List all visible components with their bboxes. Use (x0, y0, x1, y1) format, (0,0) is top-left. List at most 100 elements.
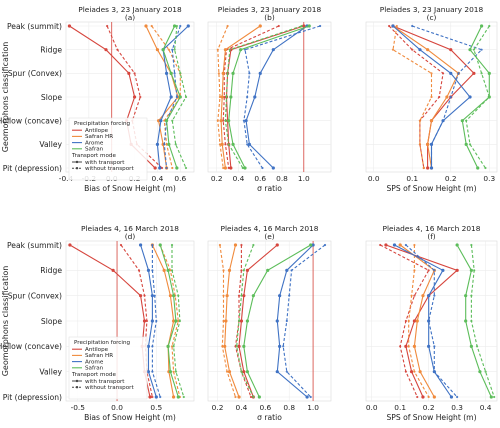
data-point (468, 48, 472, 52)
data-point (161, 48, 165, 52)
data-point (169, 71, 173, 75)
x-tick-label: 0.4 (152, 174, 164, 183)
data-point (488, 24, 491, 28)
data-point (175, 95, 178, 99)
data-point (172, 345, 175, 348)
data-point (426, 142, 430, 146)
data-point (488, 95, 491, 99)
y-tick-label: Hollow (concave) (0, 342, 62, 351)
data-point (148, 395, 152, 399)
data-point (178, 319, 181, 323)
data-point (154, 395, 158, 399)
data-point (323, 243, 327, 247)
y-tick-label: Peak (summit) (7, 22, 62, 31)
data-point (222, 269, 225, 272)
data-point (222, 119, 225, 122)
x-tick-label: 0.3 (451, 403, 463, 412)
data-point (163, 143, 166, 146)
data-point (217, 72, 220, 75)
data-point (225, 294, 229, 298)
data-point (155, 142, 160, 146)
x-tick-label: 0.2 (423, 403, 435, 412)
data-point (242, 294, 246, 298)
data-point (246, 143, 249, 146)
x-tick-label: 0.3 (483, 174, 495, 183)
data-point (166, 268, 170, 272)
data-point (412, 319, 417, 323)
data-point (266, 268, 270, 272)
data-point (418, 119, 422, 122)
data-point (427, 344, 431, 348)
data-point (253, 95, 257, 99)
data-point (170, 345, 174, 348)
data-point (248, 72, 251, 75)
data-point (399, 345, 402, 348)
data-point (226, 24, 229, 28)
y-tick-label: Valley (39, 367, 62, 376)
data-point (67, 24, 72, 28)
data-point (170, 269, 174, 272)
panel-title: Pleiades 4, 16 March 2018 (81, 224, 179, 233)
data-point (421, 395, 425, 399)
chart-panel-d: Peak (summit) Ridge Spur (Convex) Slope Holl… (0, 224, 195, 422)
data-point (449, 395, 454, 399)
panel-subtitle: (f) (427, 232, 435, 241)
data-point (158, 243, 162, 247)
x-tick-label: 0.8 (283, 403, 295, 412)
data-point (379, 243, 382, 247)
x-axis-label: Bias of Snow Height (m) (84, 413, 176, 422)
data-point (277, 24, 280, 28)
data-point (245, 268, 250, 272)
data-point (469, 268, 473, 272)
data-point (227, 268, 232, 272)
chart-panel-e: 0.2 0.4 0.6 0.8 1.0 Pleiades 4, 16 March 2018… (207, 224, 332, 422)
data-point (229, 95, 233, 99)
data-point (398, 243, 402, 247)
data-point (245, 370, 250, 374)
x-tick-label: 0.2 (212, 403, 224, 412)
data-point (464, 319, 468, 323)
data-point (493, 395, 496, 399)
data-point (449, 71, 453, 75)
data-point (469, 344, 473, 348)
data-point (223, 95, 226, 99)
data-point (476, 166, 480, 170)
data-point (171, 119, 174, 122)
data-point (224, 319, 228, 323)
data-point (174, 143, 177, 146)
data-point (164, 71, 169, 75)
y-tick-label: Slope (41, 93, 62, 102)
data-point (484, 370, 487, 373)
data-point (465, 119, 468, 122)
data-point (146, 344, 151, 348)
data-point (432, 395, 436, 399)
data-point (418, 48, 422, 52)
data-point (395, 24, 398, 28)
data-point (472, 48, 475, 51)
legend-marker (75, 167, 79, 170)
data-point (411, 24, 414, 28)
data-point (159, 119, 163, 123)
data-point (484, 166, 487, 170)
x-tick-label: 0.6 (259, 403, 271, 412)
data-point (151, 269, 154, 272)
data-point (441, 119, 445, 122)
data-point (172, 370, 175, 373)
data-point (151, 370, 154, 373)
data-point (413, 370, 416, 373)
data-point (455, 268, 459, 272)
data-point (413, 269, 416, 272)
y-tick-label: Peak (summit) (7, 241, 62, 250)
data-point (184, 95, 188, 99)
data-point (222, 294, 225, 297)
data-point (227, 370, 232, 374)
data-point (171, 319, 176, 323)
data-point (258, 71, 262, 75)
data-point (278, 294, 282, 298)
x-tick-label: -0.5 (71, 403, 86, 412)
data-point (426, 48, 430, 52)
data-point (388, 24, 391, 28)
legend-entry: Arome (85, 359, 104, 365)
data-point (392, 243, 397, 247)
